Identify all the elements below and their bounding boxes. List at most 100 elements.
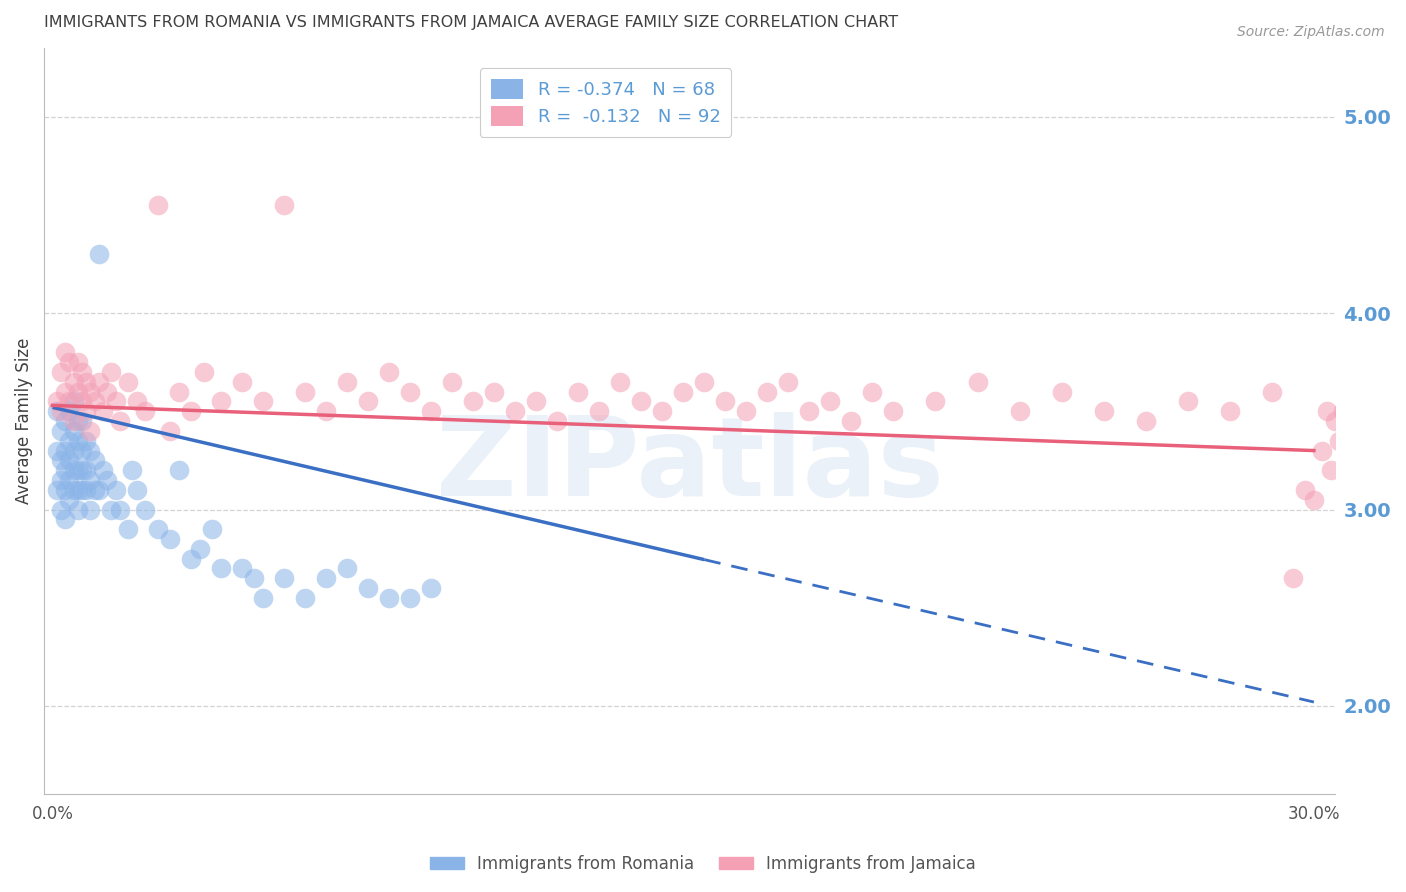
Point [70,443,93,458]
Point [1319,463,1341,477]
Point [53,463,76,477]
Point [53,414,76,428]
Point [79,424,101,438]
Point [524,394,547,409]
Point [75,375,97,389]
Point [1357,443,1379,458]
Point [1327,434,1350,448]
Point [75,483,97,497]
Point [609,375,631,389]
Point [49,473,72,487]
Point [58,404,80,418]
Point [83,394,105,409]
Point [87,247,110,261]
Point [146,522,169,536]
Point [91,404,114,418]
Point [209,394,232,409]
Point [1315,404,1337,418]
Point [62,463,84,477]
Point [79,502,101,516]
Point [159,424,181,438]
Point [419,581,441,595]
Point [62,375,84,389]
Text: Source: ZipAtlas.com: Source: ZipAtlas.com [1237,25,1385,39]
Point [567,384,589,399]
Point [273,571,295,585]
Point [66,414,89,428]
Point [252,591,274,605]
Point [243,571,266,585]
Point [630,394,652,409]
Point [252,394,274,409]
Point [1008,404,1031,418]
Point [58,492,80,507]
Point [70,414,93,428]
Point [1135,414,1157,428]
Point [66,355,89,369]
Point [53,443,76,458]
Point [336,375,359,389]
Point [378,365,401,379]
Point [53,345,76,359]
Point [108,502,131,516]
Point [49,365,72,379]
Point [49,453,72,467]
Point [87,483,110,497]
Legend: R = -0.374   N = 68, R =  -0.132   N = 92: R = -0.374 N = 68, R = -0.132 N = 92 [479,68,731,136]
Point [357,394,380,409]
Point [1323,414,1346,428]
Point [1344,443,1367,458]
Point [100,502,122,516]
Point [134,404,156,418]
Point [117,375,139,389]
Point [125,394,148,409]
Point [1302,492,1324,507]
Point [66,384,89,399]
Point [419,404,441,418]
Point [66,434,89,448]
Point [180,404,202,418]
Point [167,463,190,477]
Point [146,198,169,212]
Point [62,443,84,458]
Point [1282,571,1305,585]
Point [49,502,72,516]
Point [201,522,224,536]
Point [882,404,904,418]
Point [1219,404,1241,418]
Point [503,404,526,418]
Point [70,483,93,497]
Point [66,502,89,516]
Point [104,483,127,497]
Point [735,404,758,418]
Point [159,532,181,546]
Point [58,355,80,369]
Point [378,591,401,605]
Point [193,365,215,379]
Point [79,384,101,399]
Point [70,394,93,409]
Point [83,453,105,467]
Point [756,384,779,399]
Point [53,384,76,399]
Point [231,561,253,575]
Point [104,394,127,409]
Point [45,394,67,409]
Point [1353,404,1375,418]
Point [87,375,110,389]
Point [440,375,463,389]
Point [79,473,101,487]
Point [45,483,67,497]
Point [799,404,821,418]
Point [66,483,89,497]
Point [167,384,190,399]
Y-axis label: Average Family Size: Average Family Size [15,338,32,504]
Point [1310,443,1333,458]
Point [231,375,253,389]
Point [75,463,97,477]
Legend: Immigrants from Romania, Immigrants from Jamaica: Immigrants from Romania, Immigrants from… [423,848,983,880]
Point [315,571,337,585]
Point [53,483,76,497]
Point [357,581,380,595]
Point [714,394,737,409]
